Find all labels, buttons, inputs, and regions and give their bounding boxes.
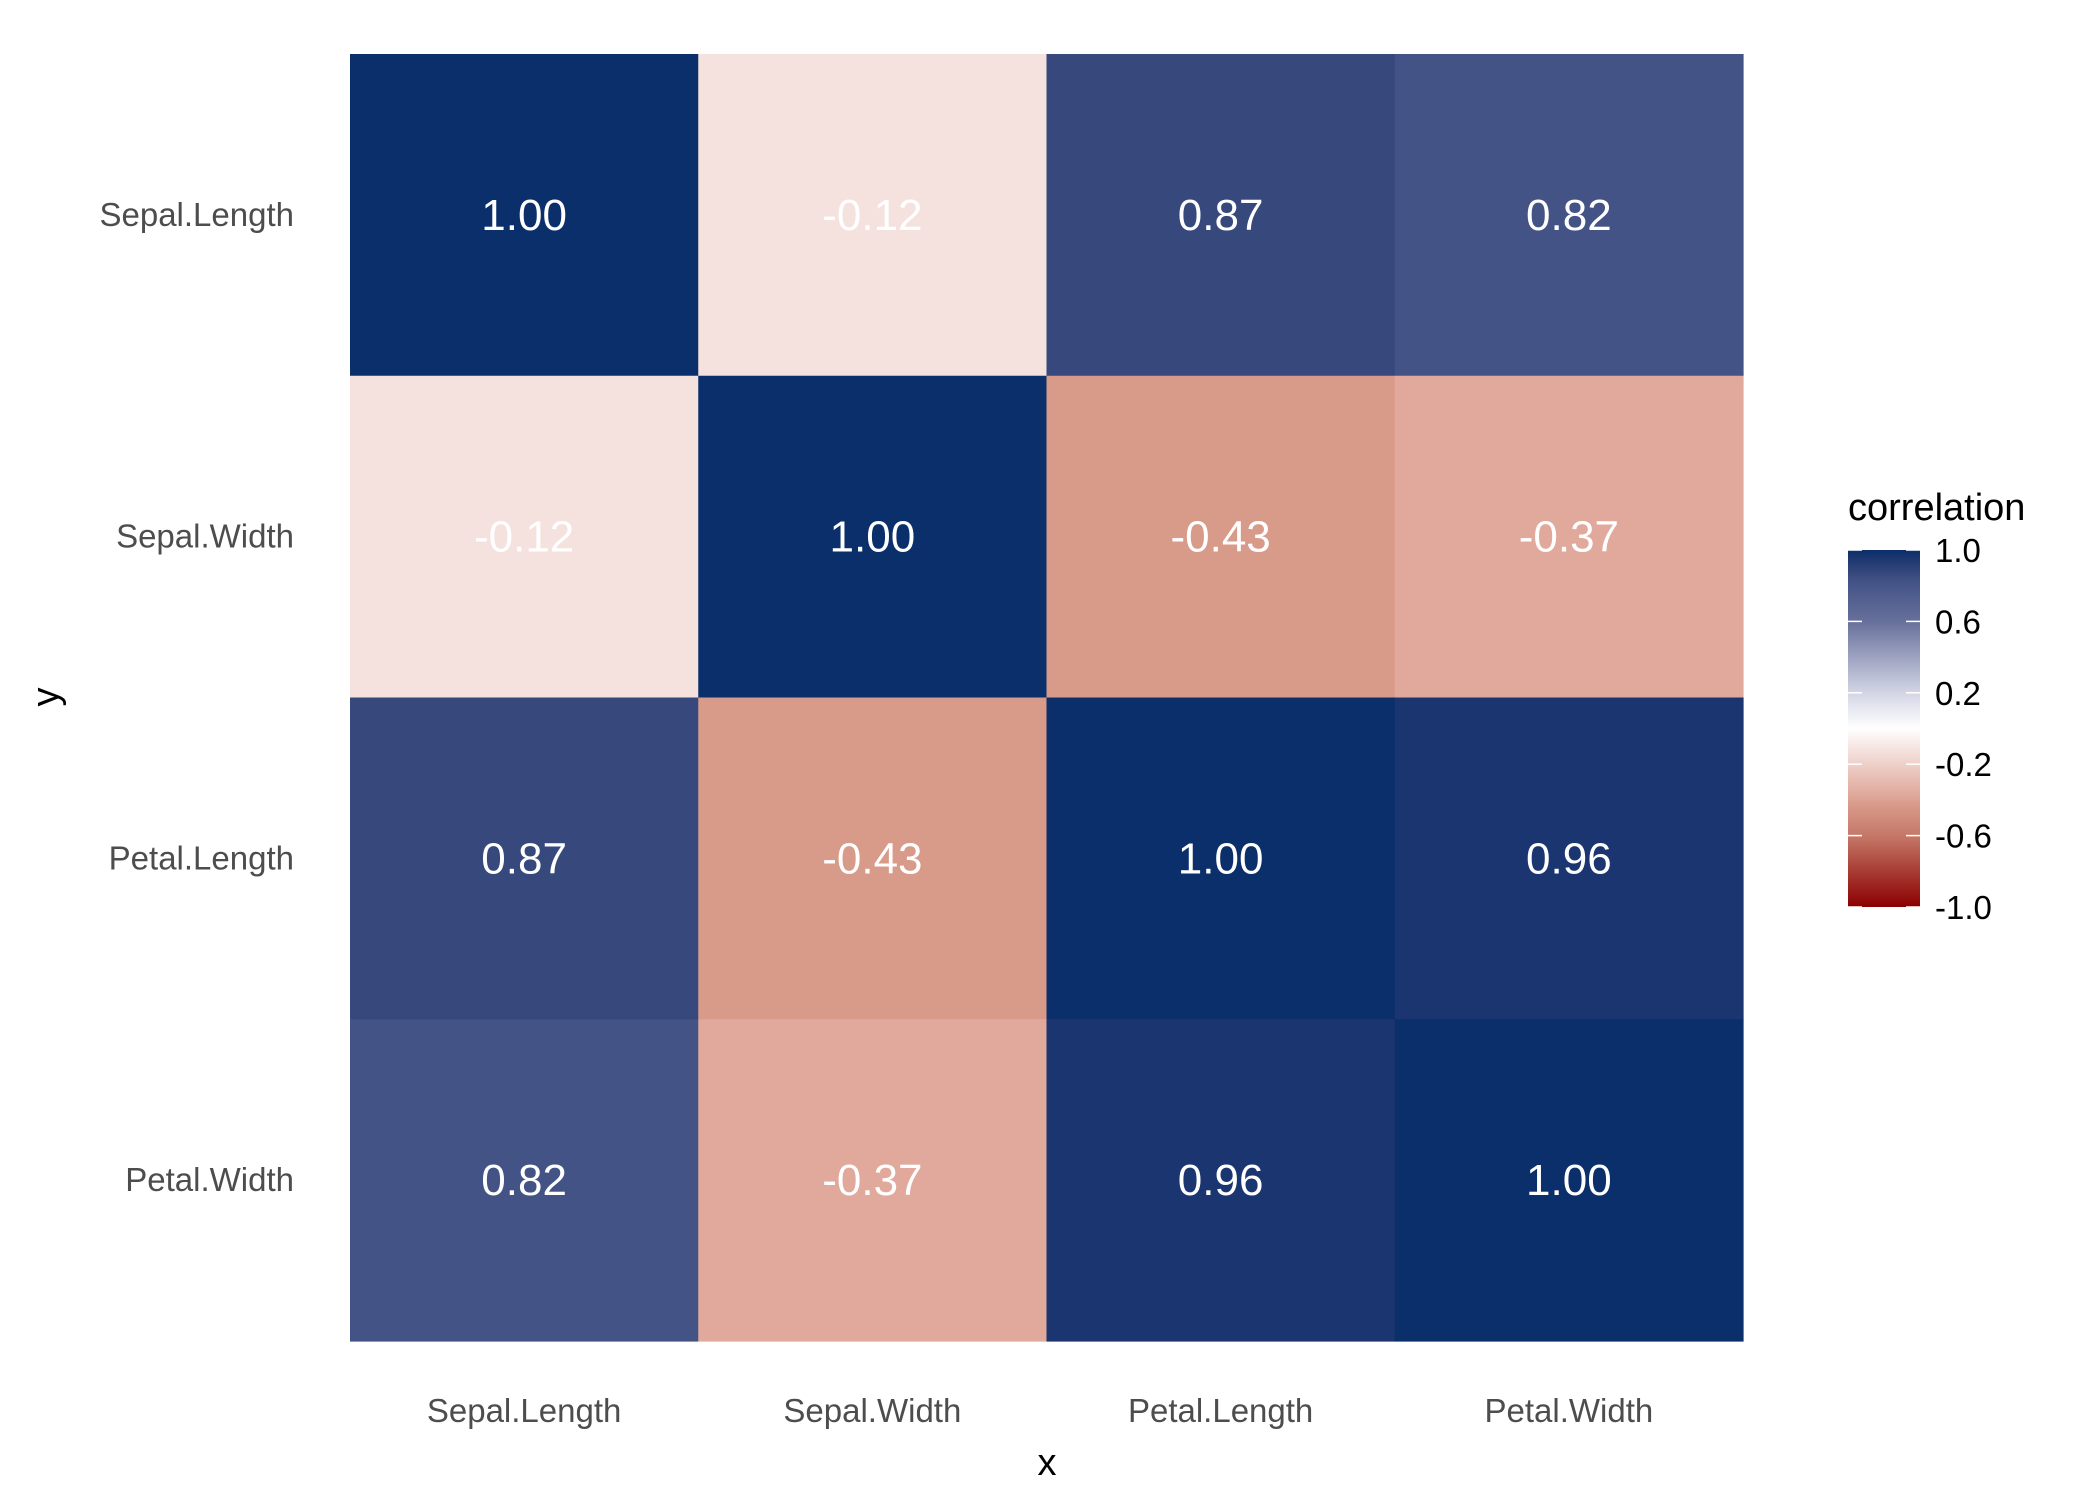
y-tick-label: Sepal.Width (116, 518, 294, 555)
x-tick-label: Petal.Length (1128, 1392, 1313, 1429)
heatmap-tile (350, 697, 699, 1020)
tile-value-label: 1.00 (830, 513, 916, 562)
tile-value-label: 0.87 (481, 834, 567, 883)
heatmap-tile (1046, 54, 1396, 377)
x-axis-title: x (1038, 1442, 1057, 1484)
tile-value-label: -0.43 (822, 834, 922, 883)
heatmap-tile (698, 54, 1048, 377)
heatmap-tile (350, 375, 699, 699)
tile-value-label: -0.12 (822, 191, 922, 240)
legend-colorbar (1848, 550, 1920, 907)
legend-title: correlation (1848, 487, 2025, 529)
heatmap-tile (1046, 375, 1396, 699)
tile-value-label: -0.43 (1170, 513, 1270, 562)
tile-value-label: -0.37 (1519, 513, 1619, 562)
legend-tick-label: 0.6 (1935, 603, 1981, 640)
heatmap-tile (698, 375, 1048, 699)
tile-value-label: -0.37 (822, 1156, 922, 1205)
tile-value-label: 1.00 (1178, 834, 1264, 883)
tile-value-label: 0.87 (1178, 191, 1264, 240)
x-tick-label: Petal.Width (1485, 1392, 1654, 1429)
legend-tick-label: -0.6 (1935, 818, 1992, 855)
heatmap-tile (1046, 1019, 1396, 1342)
x-tick-label: Sepal.Width (783, 1392, 961, 1429)
x-tick-label: Sepal.Length (427, 1392, 622, 1429)
heatmap-tile (698, 697, 1048, 1020)
heatmap-tile (350, 1019, 699, 1342)
heatmap-tile (698, 1019, 1048, 1342)
legend-tick-label: 1.0 (1935, 532, 1981, 569)
heatmap-tile (1394, 54, 1744, 377)
y-tick-label: Petal.Length (109, 839, 294, 876)
heatmap-tile (350, 54, 699, 377)
tile-value-label: 1.00 (481, 191, 567, 240)
tile-value-label: 1.00 (1526, 1156, 1612, 1205)
tile-value-label: 0.82 (481, 1156, 567, 1205)
y-tick-label: Sepal.Length (99, 196, 294, 233)
y-axis-title: y (25, 688, 67, 707)
heatmap-tile (1394, 697, 1744, 1020)
heatmap-tile (1046, 697, 1396, 1020)
heatmap-tile (1394, 1019, 1744, 1342)
tile-value-label: 0.96 (1526, 834, 1612, 883)
tile-value-label: 0.96 (1178, 1156, 1264, 1205)
legend-tick-label: 0.2 (1935, 675, 1981, 712)
legend-tick-label: -0.2 (1935, 746, 1992, 783)
heatmap-tile (1394, 375, 1744, 699)
tile-value-label: 0.82 (1526, 191, 1612, 240)
legend-tick-label: -1.0 (1935, 889, 1992, 926)
y-tick-label: Petal.Width (125, 1161, 294, 1198)
tile-value-label: -0.12 (474, 513, 574, 562)
